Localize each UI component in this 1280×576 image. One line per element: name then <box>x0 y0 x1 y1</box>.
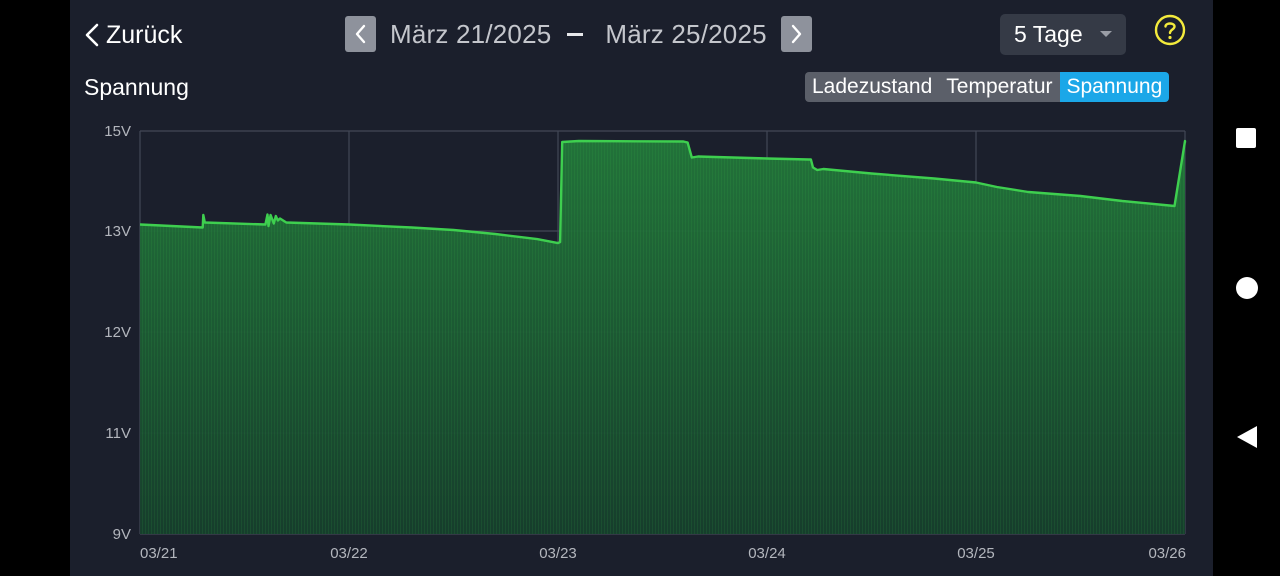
back-label: Zurück <box>106 20 183 49</box>
app-window: Zurück März 21/2025 März 25/2025 5 Tage … <box>70 0 1213 576</box>
tab-spannung[interactable]: Spannung <box>1059 72 1170 102</box>
left-screen-edge <box>0 0 70 576</box>
back-button[interactable]: Zurück <box>82 16 182 54</box>
next-range-button[interactable] <box>780 16 812 52</box>
voltage-area-texture <box>140 141 1185 534</box>
circle-icon[interactable] <box>1235 276 1259 300</box>
x-axis-labels: 03/21 03/22 03/23 03/24 03/25 03/26 <box>140 545 1186 562</box>
x-tick-label: 03/24 <box>748 545 786 562</box>
chevron-left-icon <box>85 23 99 47</box>
voltage-line <box>139 139 1187 245</box>
x-tick-label: 03/22 <box>330 545 368 562</box>
triangle-back-icon[interactable] <box>1235 425 1259 449</box>
range-dropdown[interactable]: 5 Tage <box>1000 14 1126 55</box>
x-tick-label: 03/21 <box>140 545 178 562</box>
x-tick-label: 03/25 <box>957 545 995 562</box>
y-tick-label: 15V <box>104 123 131 140</box>
x-tick-label: 03/26 <box>1148 545 1186 562</box>
square-icon[interactable] <box>1235 127 1257 149</box>
chevron-left-icon <box>355 24 365 44</box>
previous-range-button[interactable] <box>345 16 376 52</box>
date-start: März 21/2025 <box>390 18 552 49</box>
tab-temperatur[interactable]: Temperatur <box>939 72 1060 102</box>
date-range-navigator: März 21/2025 März 25/2025 <box>345 14 812 54</box>
metric-tabs: Ladezustand Temperatur Spannung <box>805 72 1170 102</box>
caret-down-icon <box>1100 31 1112 37</box>
x-tick-label: 03/23 <box>539 545 577 562</box>
voltage-chart: 9V 11V 12V 13V 15V 03/21 03/22 03/23 03/24 03/25… <box>70 115 1213 576</box>
chevron-right-icon <box>792 24 802 44</box>
tab-ladezustand[interactable]: Ladezustand <box>805 72 940 102</box>
range-dropdown-value: 5 Tage <box>1014 21 1083 47</box>
help-icon[interactable] <box>1153 13 1187 47</box>
y-tick-label: 11V <box>105 425 131 442</box>
section-title: Spannung <box>84 74 189 100</box>
voltage-chart-svg: 9V 11V 12V 13V 15V 03/21 03/22 03/23 03/24 03/25… <box>104 123 1187 562</box>
y-axis-labels: 9V 11V 12V 13V 15V <box>104 123 131 543</box>
y-tick-label: 9V <box>113 526 131 543</box>
system-navigation-bar <box>1213 0 1280 576</box>
date-end: März 25/2025 <box>605 18 767 49</box>
date-separator <box>567 32 584 36</box>
y-tick-label: 12V <box>104 324 131 341</box>
y-tick-label: 13V <box>104 223 131 240</box>
